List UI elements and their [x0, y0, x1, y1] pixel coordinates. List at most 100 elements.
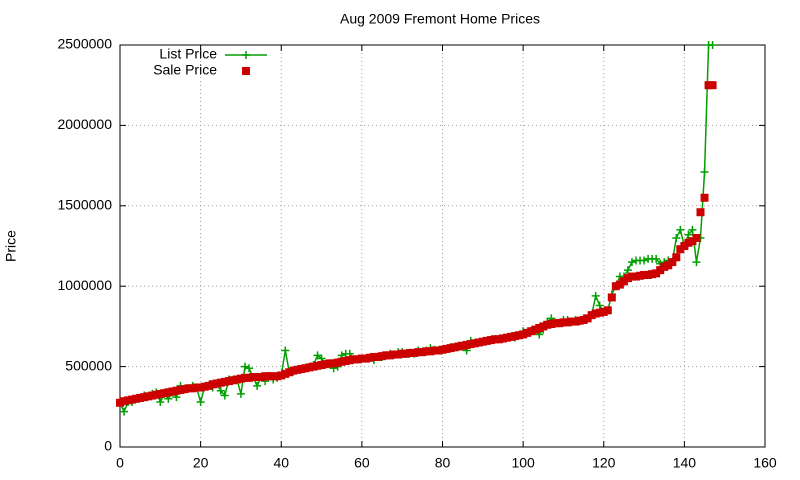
point [245, 364, 253, 373]
x-tick-label: 40 [273, 455, 289, 471]
point [426, 347, 435, 356]
point [696, 208, 705, 217]
y-axis-label: Price [3, 230, 19, 262]
legend-label: List Price [159, 46, 217, 62]
y-tick-label: 0 [104, 438, 112, 454]
point [341, 356, 350, 365]
point [337, 357, 346, 366]
chart-title: Aug 2009 Fremont Home Prices [340, 11, 540, 27]
point [148, 391, 157, 400]
point [623, 274, 632, 283]
point [374, 352, 382, 361]
point [438, 345, 447, 354]
point [402, 349, 411, 358]
point [611, 282, 620, 291]
x-tick-label: 60 [354, 455, 370, 471]
point [591, 291, 600, 300]
point [365, 353, 374, 362]
point [168, 387, 177, 396]
point [450, 343, 459, 352]
point [599, 307, 608, 316]
point [563, 318, 572, 327]
point [587, 311, 596, 320]
point [196, 397, 205, 406]
point [232, 375, 241, 384]
point [434, 346, 443, 355]
point [273, 372, 282, 381]
point [277, 371, 286, 380]
point [128, 395, 137, 404]
point [265, 372, 274, 381]
point [498, 334, 507, 343]
point [382, 351, 391, 360]
x-tick-label: 160 [753, 455, 777, 471]
point [208, 380, 217, 389]
point [648, 270, 657, 279]
point [708, 41, 717, 49]
point [410, 348, 419, 357]
point [172, 386, 181, 395]
point [507, 332, 516, 341]
x-tick-label: 20 [193, 455, 209, 471]
point [454, 342, 463, 351]
point [281, 369, 290, 378]
point [398, 349, 407, 358]
point [623, 266, 632, 275]
point [688, 237, 697, 246]
plot-border [119, 44, 766, 448]
point [700, 193, 709, 202]
point [547, 319, 556, 328]
x-tick-label: 0 [116, 455, 124, 471]
point [644, 270, 653, 279]
point [422, 347, 431, 356]
point [406, 348, 415, 357]
point [672, 233, 681, 242]
point [627, 258, 636, 267]
x-tick-label: 80 [435, 455, 451, 471]
point [192, 383, 201, 392]
point [676, 225, 685, 234]
point [656, 266, 665, 275]
point [640, 256, 649, 265]
y-tick-label: 1000000 [57, 277, 112, 293]
point [240, 362, 249, 371]
point [220, 377, 229, 386]
point [285, 368, 294, 377]
point [583, 314, 592, 323]
point [571, 317, 580, 326]
point [466, 340, 475, 349]
point [116, 398, 124, 407]
point [120, 407, 129, 416]
point [543, 320, 552, 329]
point [684, 238, 693, 247]
point [293, 365, 302, 374]
point [519, 330, 528, 339]
point [490, 335, 499, 344]
point [539, 322, 548, 331]
point [664, 261, 673, 270]
point [196, 383, 205, 392]
point [595, 301, 604, 310]
point [361, 354, 370, 363]
point [313, 351, 322, 360]
point [124, 396, 133, 405]
point [378, 352, 387, 361]
point [132, 394, 141, 403]
x-tick-label: 100 [511, 455, 535, 471]
point [680, 242, 689, 250]
point [301, 364, 310, 373]
point [531, 325, 540, 334]
point [245, 373, 253, 382]
point [652, 269, 661, 278]
point [309, 362, 318, 371]
point [704, 81, 713, 90]
point [120, 397, 129, 406]
point [394, 350, 403, 359]
legend-marker [242, 51, 250, 59]
point [156, 389, 165, 398]
point [253, 381, 262, 390]
point [240, 373, 249, 382]
point [289, 366, 298, 375]
point [184, 384, 193, 393]
x-tick-label: 120 [592, 455, 616, 471]
